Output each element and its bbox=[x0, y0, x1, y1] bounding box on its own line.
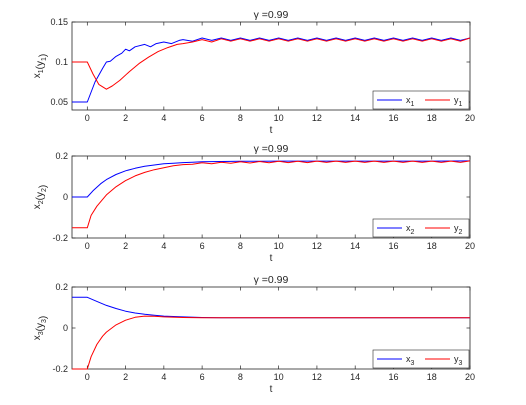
legend-label-x2: x2 bbox=[406, 223, 415, 236]
x-tick-label: 6 bbox=[200, 113, 205, 123]
x-tick-label: 10 bbox=[274, 372, 284, 382]
subplot-2: 0 2 4 6 8 10 12 14 16 18 20 -0.2 0 0.2 γ =0.99 t x2(y2) x… bbox=[32, 143, 475, 264]
x-tick-label: 20 bbox=[465, 372, 475, 382]
x-tick-label: 4 bbox=[161, 241, 166, 251]
y-tick-label: 0.1 bbox=[55, 57, 68, 67]
legend-label-x3: x3 bbox=[406, 354, 415, 367]
x-tick-label: 4 bbox=[161, 113, 166, 123]
y-axis-label: x2(y2) bbox=[32, 185, 49, 210]
x-tick-label: 0 bbox=[85, 372, 90, 382]
x-tick-label: 10 bbox=[274, 241, 284, 251]
x-tick-label: 14 bbox=[350, 372, 360, 382]
y-tick-label: 0.2 bbox=[55, 151, 68, 161]
x-tick-label: 14 bbox=[350, 241, 360, 251]
x-tick-label: 10 bbox=[274, 113, 284, 123]
x-tick-label: 12 bbox=[312, 241, 322, 251]
x-tick-label: 16 bbox=[388, 372, 398, 382]
y-tick-label: 0.05 bbox=[50, 97, 68, 107]
x-tick-label: 20 bbox=[465, 241, 475, 251]
y-tick-label: 0.2 bbox=[55, 282, 68, 292]
x-tick-label: 4 bbox=[161, 372, 166, 382]
axes-box bbox=[71, 21, 471, 111]
x-tick-label: 0 bbox=[85, 241, 90, 251]
series-line-y2 bbox=[72, 160, 471, 229]
x-tick-label: 2 bbox=[123, 113, 128, 123]
chart-title: γ =0.99 bbox=[254, 274, 289, 286]
legend-box bbox=[372, 90, 470, 110]
y-axis-label: x1(y1) bbox=[32, 54, 49, 79]
y-axis-label: x3(y3) bbox=[32, 316, 49, 341]
y-tick-label: -0.2 bbox=[52, 233, 68, 243]
x-tick-label: 12 bbox=[312, 113, 322, 123]
legend-label-x1: x1 bbox=[406, 95, 415, 108]
x-tick-label: 20 bbox=[465, 113, 475, 123]
x-axis-label: t bbox=[270, 384, 273, 395]
x-tick-label: 12 bbox=[312, 372, 322, 382]
legend-label-y1: y1 bbox=[454, 95, 463, 108]
series-line-x1 bbox=[72, 37, 471, 103]
y-tick-label: 0.15 bbox=[50, 17, 68, 27]
legend-box bbox=[372, 218, 470, 238]
x-tick-label: 2 bbox=[123, 372, 128, 382]
x-tick-label: 18 bbox=[427, 241, 437, 251]
series-line-x2 bbox=[72, 160, 471, 198]
x-tick-label: 6 bbox=[200, 241, 205, 251]
legend-box bbox=[372, 349, 470, 369]
x-tick-label: 8 bbox=[238, 241, 243, 251]
x-tick-label: 18 bbox=[427, 372, 437, 382]
y-tick-label: 0 bbox=[63, 323, 68, 333]
legend: x2 y2 bbox=[372, 218, 470, 238]
legend: x1 y1 bbox=[372, 90, 470, 110]
x-axis-label: t bbox=[270, 253, 273, 264]
series-line-y3 bbox=[72, 315, 470, 370]
x-tick-label: 16 bbox=[388, 113, 398, 123]
x-tick-label: 8 bbox=[238, 372, 243, 382]
legend-label-y3: y3 bbox=[454, 354, 463, 367]
legend: x3 y3 bbox=[372, 349, 470, 369]
series-line-y1 bbox=[72, 37, 471, 90]
x-tick-label: 18 bbox=[427, 113, 437, 123]
x-tick-label: 14 bbox=[350, 113, 360, 123]
subplot-1: 0 2 4 6 8 10 12 14 16 18 20 0.05 0.1 0.15 γ =0.99 t x1(y… bbox=[32, 9, 475, 136]
chart-title: γ =0.99 bbox=[254, 143, 289, 155]
y-tick-label: -0.2 bbox=[52, 364, 68, 374]
x-tick-label: 8 bbox=[238, 113, 243, 123]
legend-label-y2: y2 bbox=[454, 223, 463, 236]
series-line-x3 bbox=[72, 296, 470, 319]
x-axis-label: t bbox=[270, 125, 273, 136]
subplot-3: 0 2 4 6 8 10 12 14 16 18 20 -0.2 0 0.2 γ =0.99 t x3(y3) x… bbox=[32, 274, 475, 395]
y-tick-label: 0 bbox=[63, 192, 68, 202]
x-tick-label: 16 bbox=[388, 241, 398, 251]
chart-title: γ =0.99 bbox=[254, 9, 289, 21]
x-tick-label: 2 bbox=[123, 241, 128, 251]
x-tick-label: 0 bbox=[85, 113, 90, 123]
x-tick-label: 6 bbox=[200, 372, 205, 382]
